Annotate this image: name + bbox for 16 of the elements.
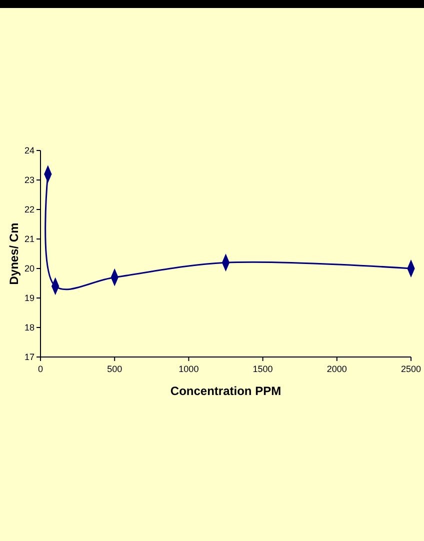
y-tick-label: 20 [24, 264, 34, 274]
x-tick-label: 2500 [400, 364, 422, 374]
y-tick-label: 18 [24, 322, 34, 333]
x-tick-label: 500 [107, 364, 122, 374]
y-tick-label: 21 [24, 234, 34, 244]
x-tick-label: 1000 [178, 364, 199, 374]
y-tick-label: 19 [24, 293, 34, 304]
x-tick-label: 0 [38, 364, 44, 374]
y-tick-label: 22 [24, 204, 34, 215]
y-tick-label: 17 [24, 352, 34, 362]
y-tick-label: 23 [24, 175, 34, 186]
x-tick-label: 2000 [326, 364, 347, 374]
y-tick-label: 24 [24, 146, 34, 156]
x-axis-title: Concentration PPM [170, 384, 282, 398]
x-tick-label: 1500 [252, 364, 273, 374]
y-axis-title: Dynes/ Cm [7, 222, 21, 285]
